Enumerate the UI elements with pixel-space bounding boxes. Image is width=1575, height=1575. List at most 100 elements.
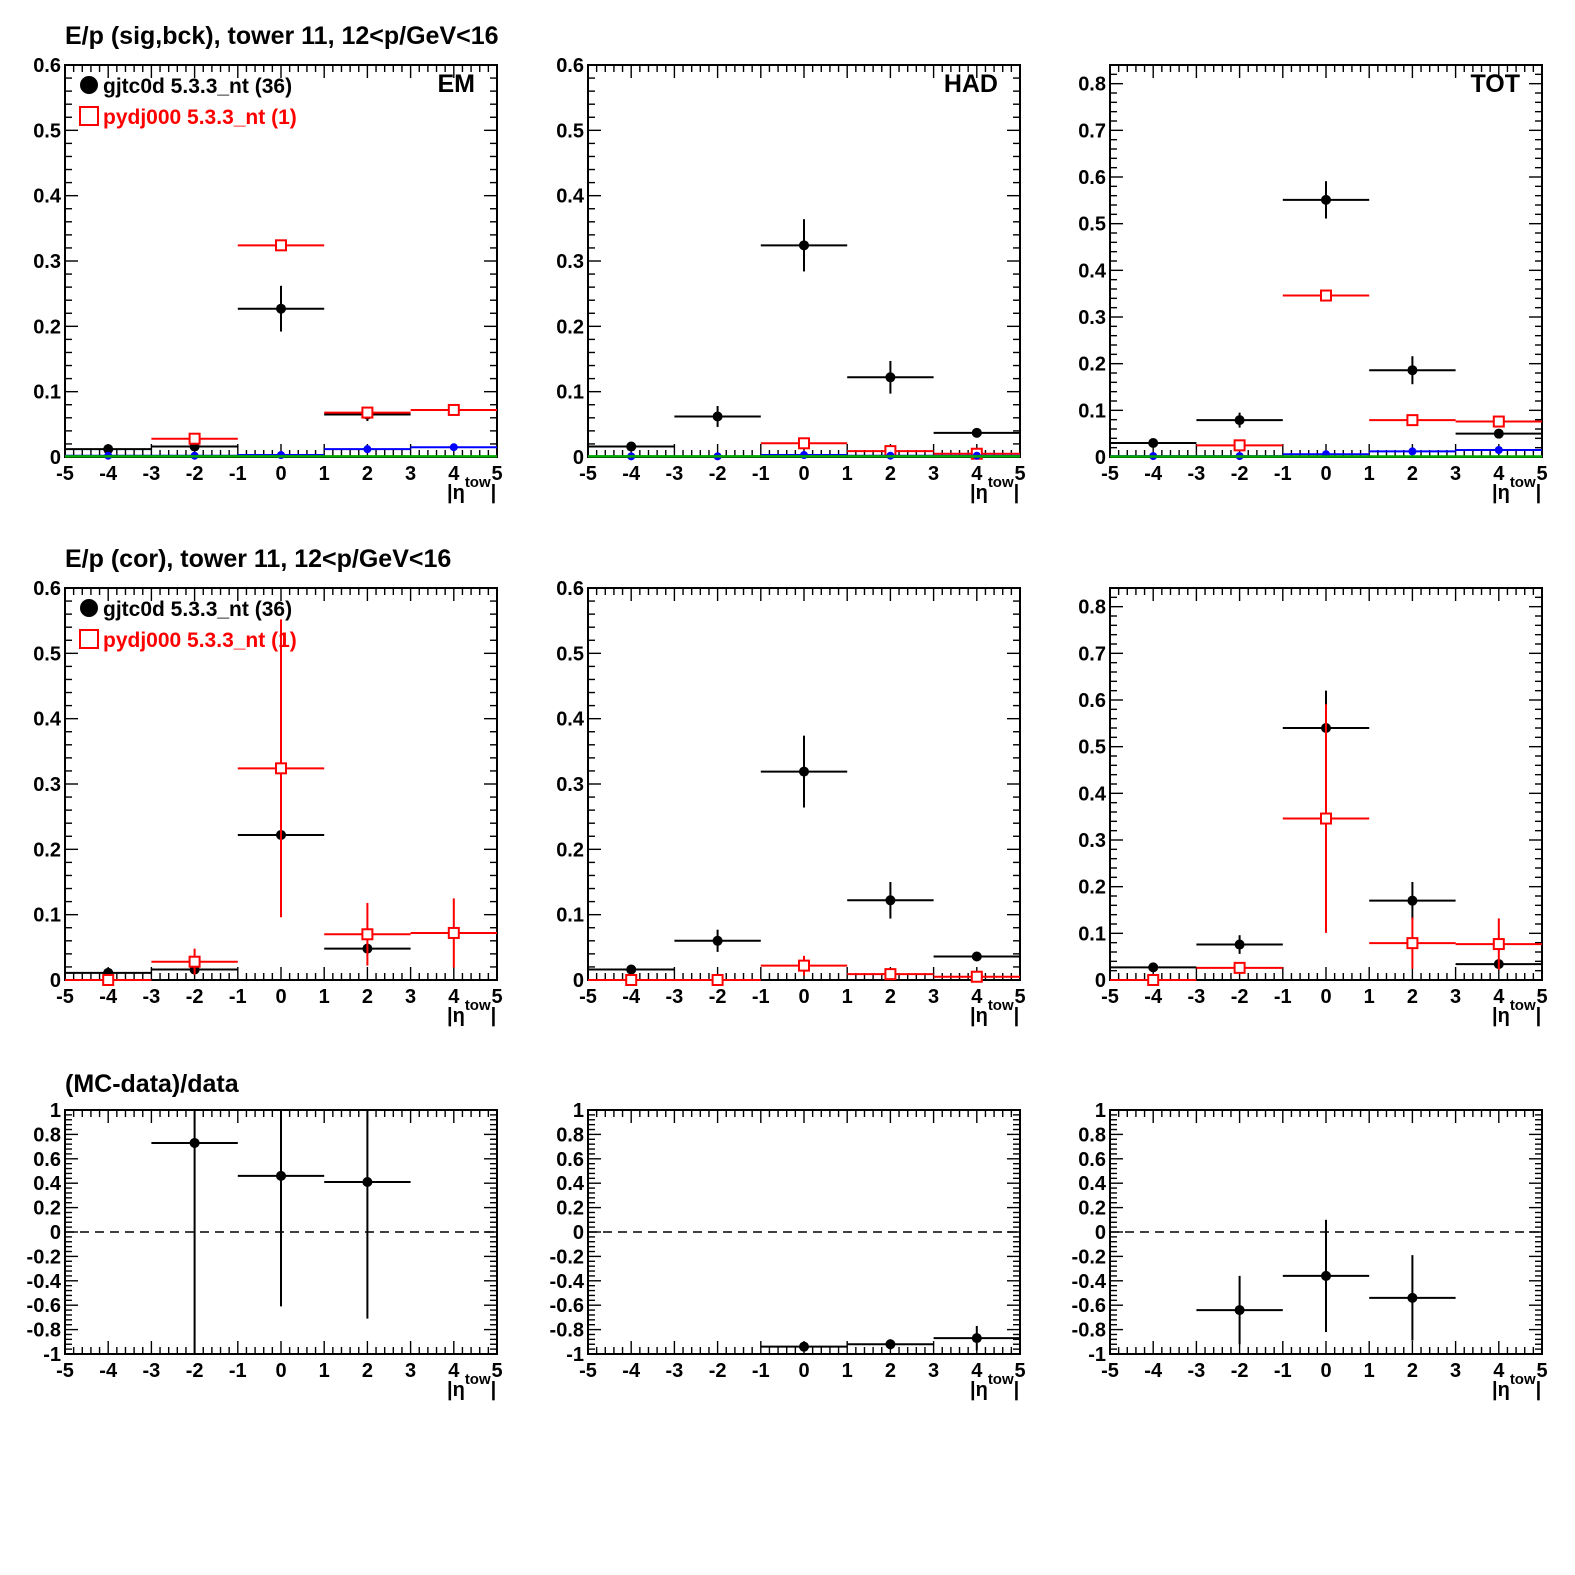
- x-tick-label: -4: [622, 1360, 641, 1382]
- y-tick-label: -1: [566, 1344, 584, 1366]
- x-tick-label: 3: [405, 986, 416, 1008]
- data-point: [800, 451, 808, 460]
- x-tick-label: 0: [275, 1360, 286, 1382]
- x-tick-label: -5: [1101, 1360, 1119, 1382]
- series-1: [588, 955, 1020, 986]
- x-tick-label: 4: [1493, 986, 1505, 1008]
- y-tick-label: -0.4: [1072, 1271, 1107, 1293]
- x-tick-label: -5: [579, 986, 597, 1008]
- x-tick-label: -2: [709, 1360, 727, 1382]
- data-point: [799, 240, 809, 251]
- x-axis-title-main: |η: [1492, 1379, 1510, 1401]
- x-tick-label: 4: [971, 1360, 983, 1382]
- data-point: [799, 766, 809, 777]
- series-0: [1196, 1219, 1456, 1345]
- y-tick-label: -1: [1088, 1344, 1106, 1366]
- x-tick-label: 2: [885, 986, 896, 1008]
- x-axis-title-main: |η: [970, 1005, 988, 1027]
- data-point: [1321, 1270, 1331, 1281]
- series-0: [151, 1110, 411, 1354]
- x-tick-label: 5: [1014, 463, 1025, 485]
- x-axis-title-end: |: [1014, 482, 1020, 504]
- x-tick-label: 1: [842, 1360, 853, 1382]
- data-point: [103, 444, 114, 455]
- y-tick-label: 0.4: [1078, 783, 1107, 805]
- x-tick-label: -2: [186, 1360, 204, 1382]
- y-tick-label: 0.4: [1078, 260, 1107, 282]
- data-point: [1320, 812, 1332, 825]
- panel-label: HAD: [944, 70, 998, 98]
- y-tick-label: 0.4: [556, 186, 585, 208]
- data-point: [799, 1341, 809, 1352]
- y-tick-label: 0.2: [1078, 354, 1106, 376]
- x-tick-label: 4: [448, 986, 460, 1008]
- x-tick-label: -5: [56, 1360, 74, 1382]
- data-point: [970, 970, 983, 983]
- x-tick-label: -2: [709, 986, 727, 1008]
- data-point: [1492, 415, 1505, 428]
- x-axis-title: |ηtow|: [1492, 997, 1541, 1027]
- x-axis-title-end: |: [491, 482, 497, 504]
- x-axis-title: |ηtow|: [970, 1371, 1019, 1401]
- data-point: [971, 951, 982, 962]
- legend-marker-data: [80, 599, 98, 617]
- y-tick-label: -0.2: [27, 1246, 61, 1268]
- x-tick-label: 5: [1536, 986, 1547, 1008]
- x-tick-label: -5: [1101, 986, 1119, 1008]
- y-tick-label: -0.8: [1072, 1320, 1106, 1342]
- y-tick-label: 0.1: [556, 382, 584, 404]
- y-tick-label: 0.8: [1078, 597, 1106, 619]
- data-point: [1234, 939, 1245, 950]
- y-tick-label: 0.6: [1078, 1149, 1106, 1171]
- x-tick-label: 0: [798, 986, 809, 1008]
- y-tick-label: 0.6: [33, 578, 61, 600]
- x-tick-label: -1: [752, 463, 770, 485]
- series-1: [1196, 289, 1542, 452]
- data-point: [884, 968, 897, 981]
- y-tick-label: 0.2: [33, 1198, 61, 1220]
- x-tick-label: 1: [319, 1360, 330, 1382]
- y-tick-label: 0: [573, 447, 584, 469]
- x-tick-label: -3: [1188, 463, 1206, 485]
- x-tick-label: 2: [362, 986, 373, 1008]
- panel-r2c1: -5 -4 -3 -2 -1 0 1 2 3 4 5 0 0.1 0.2 0.3 0.4 0.5 0.6 |ηtow…: [33, 578, 502, 1027]
- x-tick-label: 4: [971, 986, 983, 1008]
- x-tick-label: 5: [1536, 463, 1547, 485]
- y-tick-label: 0.2: [1078, 1198, 1106, 1220]
- x-axis-title-sup: tow: [1510, 1371, 1536, 1388]
- y-tick-label: 0.1: [1078, 923, 1106, 945]
- x-tick-label: 5: [491, 986, 502, 1008]
- y-tick-label: 0.3: [556, 251, 584, 273]
- x-axis-title-main: |η: [447, 1005, 465, 1027]
- y-tick-label: 0.4: [33, 709, 62, 731]
- data-point: [277, 451, 285, 460]
- data-point: [626, 964, 637, 975]
- y-tick-label: 0.4: [1078, 1173, 1107, 1195]
- panel-r1c1: -5 -4 -3 -2 -1 0 1 2 3 4 5 0 0.1 0.2 0.3 0.4 0.5 0.6 |ηtow…: [33, 55, 502, 504]
- x-tick-label: -1: [752, 986, 770, 1008]
- y-tick-label: 0.4: [556, 709, 585, 731]
- data-point: [188, 955, 201, 968]
- y-tick-label: 0.8: [556, 1124, 584, 1146]
- x-axis-title: |ηtow|: [447, 997, 496, 1027]
- data-point: [971, 1333, 982, 1344]
- x-tick-label: -4: [622, 463, 641, 485]
- x-tick-label: 1: [842, 986, 853, 1008]
- y-tick-label: 0.5: [1078, 214, 1106, 236]
- x-tick-label: 5: [491, 1360, 502, 1382]
- x-tick-label: 0: [798, 1360, 809, 1382]
- y-tick-label: 0: [50, 447, 61, 469]
- x-axis-title-sup: tow: [988, 1371, 1014, 1388]
- x-tick-label: 4: [1493, 463, 1505, 485]
- data-point: [626, 441, 637, 452]
- series-0: [760, 1325, 1020, 1352]
- x-tick-label: 2: [885, 463, 896, 485]
- x-axis-title-end: |: [1536, 482, 1542, 504]
- x-tick-label: -4: [1144, 1360, 1163, 1382]
- y-tick-label: 0.5: [33, 643, 61, 665]
- y-tick-label: 0.8: [33, 1124, 61, 1146]
- data-point: [188, 432, 201, 445]
- x-tick-label: 3: [928, 463, 939, 485]
- data-point: [711, 974, 724, 986]
